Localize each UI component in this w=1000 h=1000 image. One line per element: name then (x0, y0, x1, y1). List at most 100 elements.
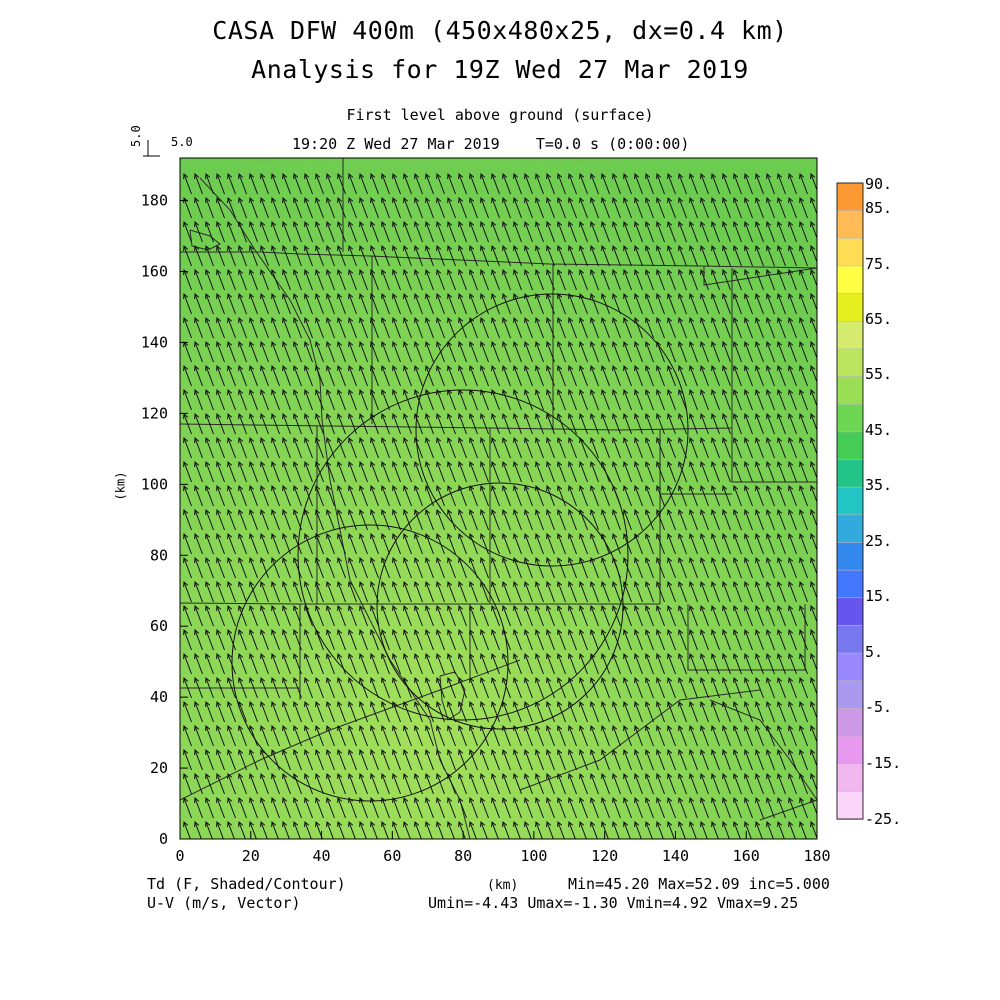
wind-vector (359, 172, 368, 195)
wind-vector (337, 364, 346, 387)
wind-vector (370, 556, 379, 579)
wind-vector (601, 196, 610, 219)
wind-vector (315, 508, 324, 531)
wind-vector (557, 580, 566, 603)
wind-vector (535, 580, 544, 603)
wind-vector (447, 508, 456, 531)
wind-vector (799, 412, 808, 435)
wind-vector (766, 340, 775, 363)
wind-vector (205, 292, 214, 315)
wind-vector (777, 604, 786, 627)
wind-vector (777, 748, 786, 771)
wind-vector (755, 628, 764, 651)
wind-vector (601, 556, 610, 579)
wind-vector (667, 676, 676, 699)
wind-vector (755, 772, 764, 795)
wind-vector (293, 772, 302, 795)
wind-vector (249, 244, 258, 267)
wind-vector (216, 364, 225, 387)
wind-vector (601, 700, 610, 723)
wind-vector (491, 196, 500, 219)
wind-vector (447, 388, 456, 411)
wind-vector (414, 532, 423, 555)
wind-vector (403, 532, 412, 555)
wind-vector (403, 796, 412, 819)
wind-vector (271, 532, 280, 555)
colorbar-label: -5. (865, 698, 892, 716)
level-label: First level above ground (surface) (346, 106, 654, 124)
wind-vector (469, 580, 478, 603)
wind-vector (656, 412, 665, 435)
wind-vector (381, 724, 390, 747)
wind-vector (183, 220, 192, 243)
wind-vector (282, 292, 291, 315)
wind-vector (711, 220, 720, 243)
wind-vector (491, 316, 500, 339)
wind-vector (744, 292, 753, 315)
wind-vector (469, 268, 478, 291)
wind-vector (634, 796, 643, 819)
radar-ring (376, 482, 624, 730)
wind-vector (304, 196, 313, 219)
wind-vector (546, 340, 555, 363)
wind-vector (700, 412, 709, 435)
wind-vector (491, 436, 500, 459)
wind-vector (601, 292, 610, 315)
wind-vector (810, 172, 817, 192)
wind-vector (546, 532, 555, 555)
wind-vector (194, 436, 203, 459)
wind-vector (810, 364, 817, 384)
wind-vector (557, 508, 566, 531)
wind-vector (799, 292, 808, 315)
wind-vector (601, 220, 610, 243)
wind-vector (788, 724, 797, 747)
wind-vector (183, 652, 192, 675)
wind-vector (590, 772, 599, 795)
wind-vector (370, 172, 379, 195)
y-tick-label: 180 (141, 192, 168, 210)
wind-vector (711, 796, 720, 819)
wind-vector (766, 748, 775, 771)
wind-vector (348, 772, 357, 795)
wind-vector (458, 196, 467, 219)
wind-vector (359, 340, 368, 363)
colorbar-label: 45. (865, 421, 892, 439)
y-tick-label: 100 (141, 475, 168, 493)
wind-vector (469, 172, 478, 195)
wind-vector (623, 340, 632, 363)
wind-vector (337, 556, 346, 579)
wind-vector (689, 436, 698, 459)
wind-vector (183, 532, 192, 555)
wind-vector (249, 340, 258, 363)
wind-vector (590, 700, 599, 723)
wind-vector (777, 316, 786, 339)
wind-vector (590, 484, 599, 507)
wind-vector (667, 244, 676, 267)
wind-vector (315, 196, 324, 219)
wind-vector (282, 532, 291, 555)
wind-vector (799, 436, 808, 459)
wind-vector (810, 532, 817, 552)
wind-vector (568, 388, 577, 411)
wind-vector (535, 460, 544, 483)
wind-vector (810, 628, 817, 648)
colorbar-swatch (836, 652, 864, 682)
wind-vector (271, 628, 280, 651)
colorbar: 90.85.75.65.55.45.35.25.15.5.-5.-15.-25. (836, 175, 901, 828)
wind-vector (645, 700, 654, 723)
colorbar-label: 55. (865, 365, 892, 383)
wind-vector (623, 292, 632, 315)
wind-vector (799, 580, 808, 603)
wind-vector (656, 484, 665, 507)
wind-vector (326, 196, 335, 219)
wind-vector (777, 484, 786, 507)
wind-vector (700, 532, 709, 555)
wind-vector (579, 244, 588, 267)
wind-vector (381, 700, 390, 723)
wind-vector (590, 580, 599, 603)
colorbar-swatch (836, 238, 864, 267)
wind-vector (678, 628, 687, 651)
wind-vector (766, 652, 775, 675)
wind-vector (194, 700, 203, 723)
wind-vector (612, 412, 621, 435)
